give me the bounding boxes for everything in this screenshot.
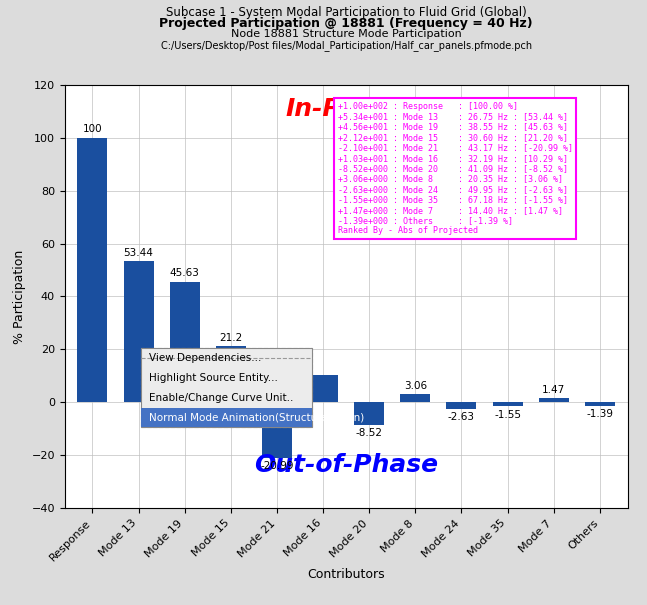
Text: Highlight Source Entity...: Highlight Source Entity...: [149, 373, 278, 383]
Text: 1.47: 1.47: [542, 385, 565, 395]
FancyBboxPatch shape: [141, 408, 312, 428]
Bar: [141, 348, 312, 428]
Text: -1.55: -1.55: [494, 410, 521, 420]
Text: -8.52: -8.52: [356, 428, 383, 438]
Bar: [446, 402, 476, 410]
Bar: [539, 399, 569, 402]
Bar: [400, 394, 430, 402]
Text: Out-of-Phase: Out-of-Phase: [254, 453, 438, 477]
Text: +1.00e+002 : Response   : [100.00 %]
+5.34e+001 : Mode 13    : 26.75 Hz : [53.44: +1.00e+002 : Response : [100.00 %] +5.34…: [338, 102, 573, 235]
Bar: [585, 402, 615, 406]
Text: 3.06: 3.06: [404, 381, 427, 391]
Bar: [262, 402, 292, 458]
X-axis label: Contributors: Contributors: [307, 568, 385, 581]
Bar: [492, 402, 523, 407]
Text: Enable/Change Curve Unit..: Enable/Change Curve Unit..: [149, 393, 294, 403]
Y-axis label: % Participation: % Participation: [13, 249, 26, 344]
Text: Projected Participation @ 18881 (Frequency = 40 Hz): Projected Participation @ 18881 (Frequen…: [159, 17, 533, 30]
Text: In-Phase: In-Phase: [285, 97, 407, 122]
Text: -20.99: -20.99: [260, 461, 294, 471]
FancyBboxPatch shape: [141, 348, 312, 428]
Bar: [354, 402, 384, 425]
Text: Node 18881 Structure Mode Participation: Node 18881 Structure Mode Participation: [231, 29, 461, 39]
Text: C:/Users/Desktop/Post files/Modal_Participation/Half_car_panels.pfmode.pch: C:/Users/Desktop/Post files/Modal_Partic…: [160, 40, 532, 51]
Text: Normal Mode Animation(Structure,Eigen): Normal Mode Animation(Structure,Eigen): [149, 413, 364, 422]
Text: Subcase 1 - System Modal Participation to Fluid Grid (Global): Subcase 1 - System Modal Participation t…: [166, 6, 527, 19]
Text: 45.63: 45.63: [170, 269, 199, 278]
Text: 53.44: 53.44: [124, 247, 153, 258]
Text: -2.63: -2.63: [448, 413, 475, 422]
Bar: [170, 281, 200, 402]
Text: -1.39: -1.39: [586, 409, 613, 419]
Bar: [308, 375, 338, 402]
Text: 100: 100: [83, 125, 102, 134]
Text: View Dependencies...: View Dependencies...: [149, 353, 261, 363]
Bar: [124, 261, 153, 402]
Bar: [78, 138, 107, 402]
Text: 21.2: 21.2: [219, 333, 243, 343]
Bar: [216, 346, 246, 402]
